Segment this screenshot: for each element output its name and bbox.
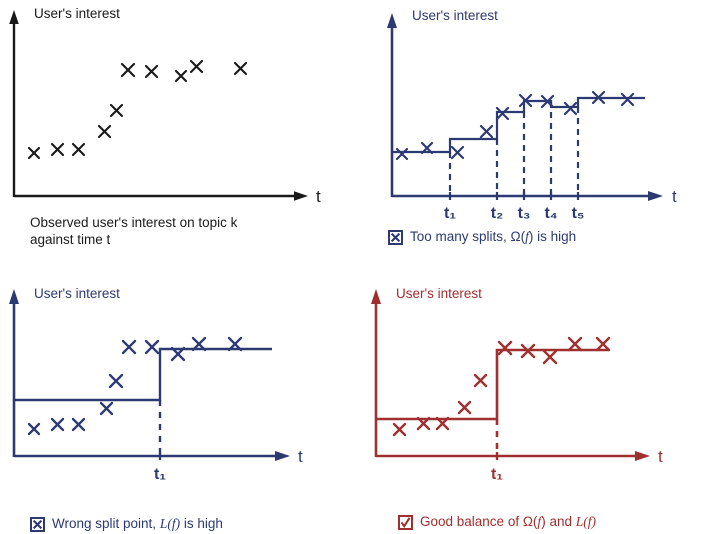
x-ticks [448, 192, 580, 200]
legend-omega: Ω( [522, 514, 538, 529]
y-axis-label: User's interest [34, 6, 120, 21]
panel-c-plot: t₁ User's interest t [9, 286, 303, 483]
tick-label-t2: t₂ [491, 205, 503, 222]
legend-text-lead: Good balance of [420, 514, 523, 529]
y-axis-label: User's interest [34, 286, 120, 301]
tick-label-t1: t₁ [154, 466, 166, 483]
y-axis [9, 289, 19, 457]
y-axis-label: User's interest [396, 286, 482, 301]
y-axis [9, 10, 19, 197]
panel-d-plot: t₁ User's interest t [371, 286, 663, 483]
y-axis [371, 289, 381, 457]
x-axis-label: t [316, 187, 321, 206]
tick-label-t5: t₅ [572, 205, 585, 222]
y-axis-label: User's interest [412, 8, 498, 23]
panel-b-legend-label: Too many splits, Ω(f) is high [410, 229, 576, 245]
tick-label-t1: t₁ [444, 205, 456, 222]
legend-paren-close: ) [541, 514, 546, 529]
legend-paren-close: ) [528, 229, 534, 244]
scatter-points [392, 336, 611, 437]
legend-f-var: f [537, 514, 542, 529]
x-axis [14, 451, 290, 461]
legend-text-mid: and [545, 514, 576, 529]
tick-label-t4: t₄ [545, 205, 558, 222]
panel-d-legend-label: Good balance of Ω(f) and L(f) [420, 514, 596, 530]
x-axis-label: t [658, 447, 663, 466]
legend-paren-close: ) [175, 516, 181, 531]
step-function [14, 347, 272, 402]
legend-f-var: f [171, 516, 176, 531]
legend-paren-close-2: ) [591, 514, 597, 529]
panel-a-plot: User's interest t [9, 6, 321, 206]
cross-mark-icon [388, 230, 403, 245]
panel-a-caption: Observed user's interest on topic k agai… [30, 215, 238, 247]
scatter-points [395, 90, 635, 161]
tick-label-t3: t₃ [518, 205, 531, 222]
x-axis-label: t [298, 447, 303, 466]
step-function [376, 348, 609, 421]
step-function [392, 96, 645, 154]
cross-mark-icon [30, 517, 45, 532]
x-axis [14, 191, 308, 201]
panel-observed-scatter: User's interest t Observed user's intere… [0, 0, 351, 267]
x-axis-label: t [672, 187, 677, 206]
panel-too-many-splits: t₁ t₂ t₃ t₄ t₅ User's interest t Too man… [352, 0, 703, 267]
legend-f-var-2: f [587, 514, 592, 529]
x-axis [392, 191, 663, 201]
legend-L: L( [159, 516, 172, 531]
legend-L: L( [575, 514, 588, 529]
legend-omega: Ω( [510, 229, 526, 244]
legend-text-tail: is high [533, 229, 577, 244]
check-mark-icon [398, 515, 413, 530]
tick-label-t1: t₁ [491, 466, 503, 483]
panel-b-legend: Too many splits, Ω(f) is high [388, 229, 576, 245]
split-lines [448, 101, 580, 196]
legend-text-tail: is high [180, 516, 223, 531]
y-axis [387, 13, 397, 197]
scatter-points [27, 59, 248, 160]
panel-b-plot: t₁ t₂ t₃ t₄ t₅ User's interest t [387, 8, 677, 222]
panel-c-legend: Wrong split point, L(f) is high [30, 516, 223, 532]
legend-f-var: f [525, 229, 529, 244]
panel-wrong-split-point: t₁ User's interest t Wrong split point, … [0, 267, 351, 534]
panel-d-legend: Good balance of Ω(f) and L(f) [398, 514, 596, 530]
legend-text-lead: Too many splits, [410, 229, 511, 244]
panel-c-legend-label: Wrong split point, L(f) is high [52, 516, 223, 532]
panel-good-balance: t₁ User's interest t Good balance of Ω(f… [352, 267, 703, 534]
legend-text-lead: Wrong split point, [52, 516, 160, 531]
x-axis [376, 451, 650, 461]
scatter-points [27, 336, 243, 436]
